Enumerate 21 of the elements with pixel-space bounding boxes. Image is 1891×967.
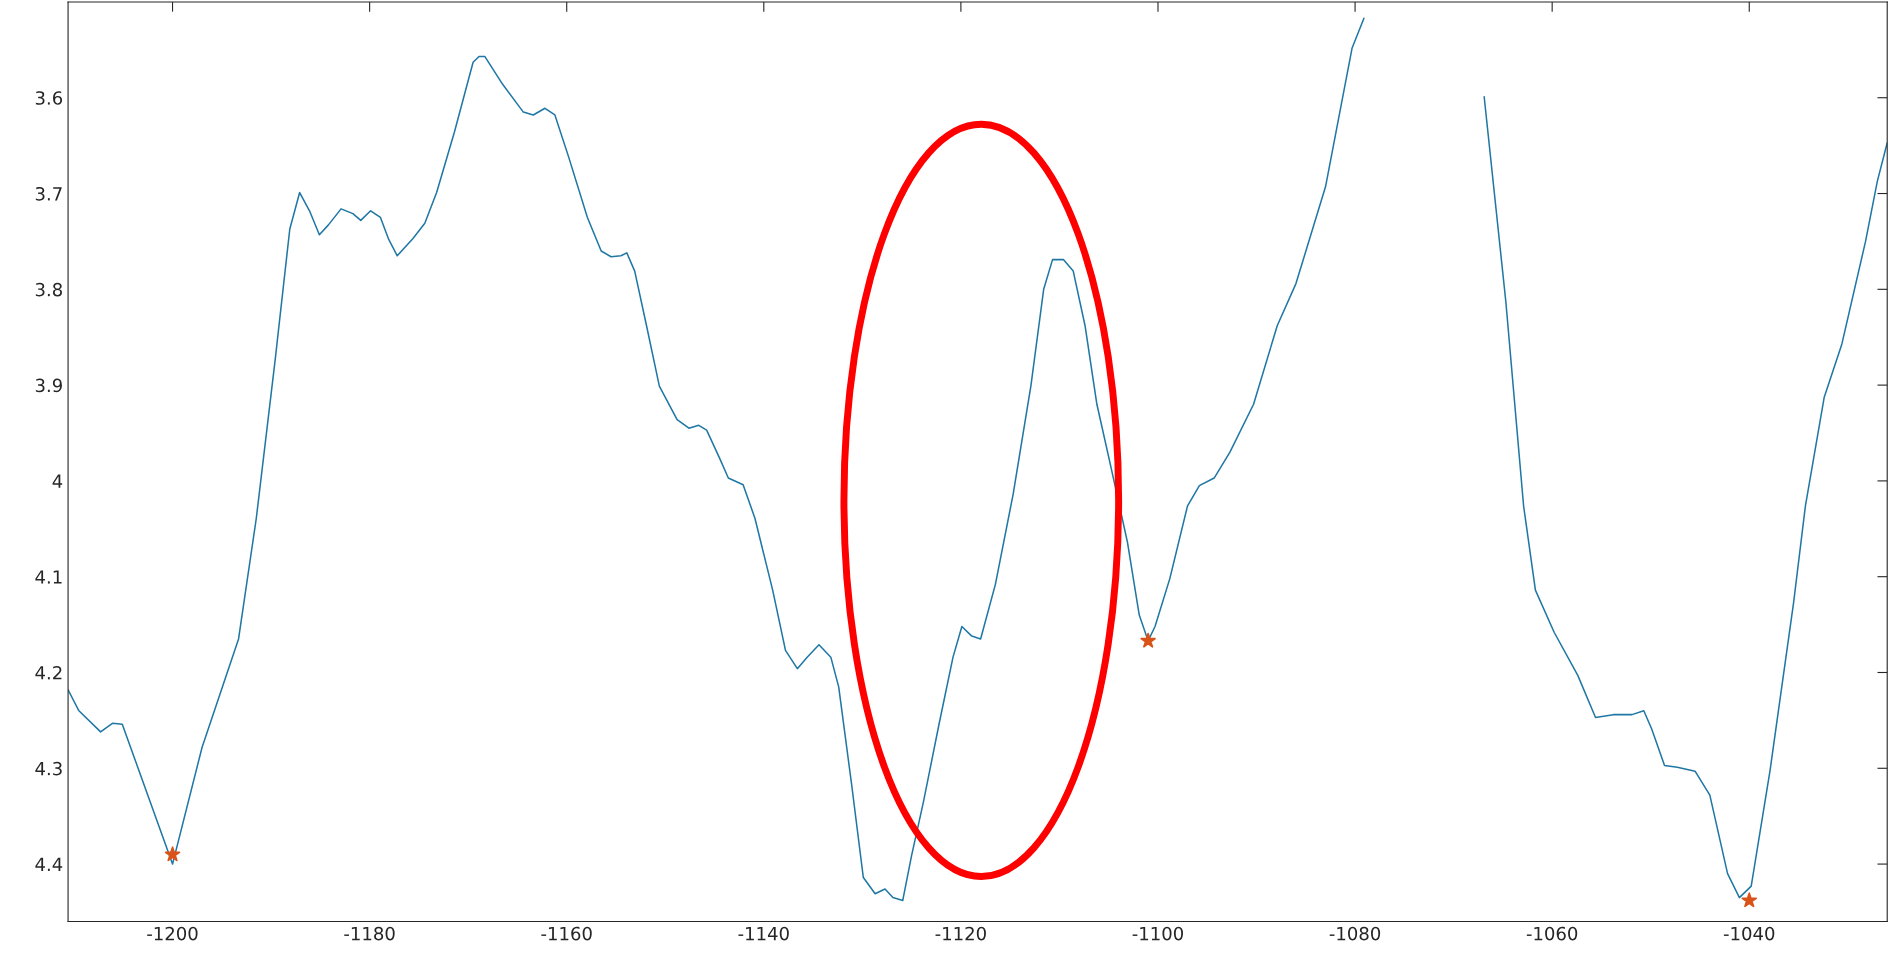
point	[1140, 632, 1156, 648]
x-tick-label: -1080	[1329, 926, 1381, 941]
x-tick-label: -1040	[1723, 926, 1775, 941]
y-tick-label: 4.2	[35, 665, 62, 680]
y-tick-label: 3.9	[35, 378, 62, 393]
y-tick-label: 4.1	[35, 570, 62, 584]
x-tick-label: -1160	[541, 926, 592, 941]
y-tick-label: 3.6	[35, 91, 63, 105]
y-tick-label: 4.4	[35, 857, 63, 871]
x-tick-label: -1140	[738, 926, 789, 941]
x-tick-label: -1200	[147, 926, 198, 941]
y-tick-label: 4.3	[35, 761, 62, 776]
x-tick-label: -1060	[1526, 926, 1578, 941]
x-tick-label: -1120	[935, 926, 986, 941]
y-tick-label: 3.8	[35, 282, 62, 297]
point	[1741, 892, 1758, 908]
y-tick-label: 4	[52, 474, 63, 488]
y-tick-label: 3.7	[35, 186, 62, 201]
x-tick-label: -1100	[1132, 926, 1184, 941]
x-tick-label: -1180	[344, 926, 395, 941]
point	[164, 846, 181, 862]
